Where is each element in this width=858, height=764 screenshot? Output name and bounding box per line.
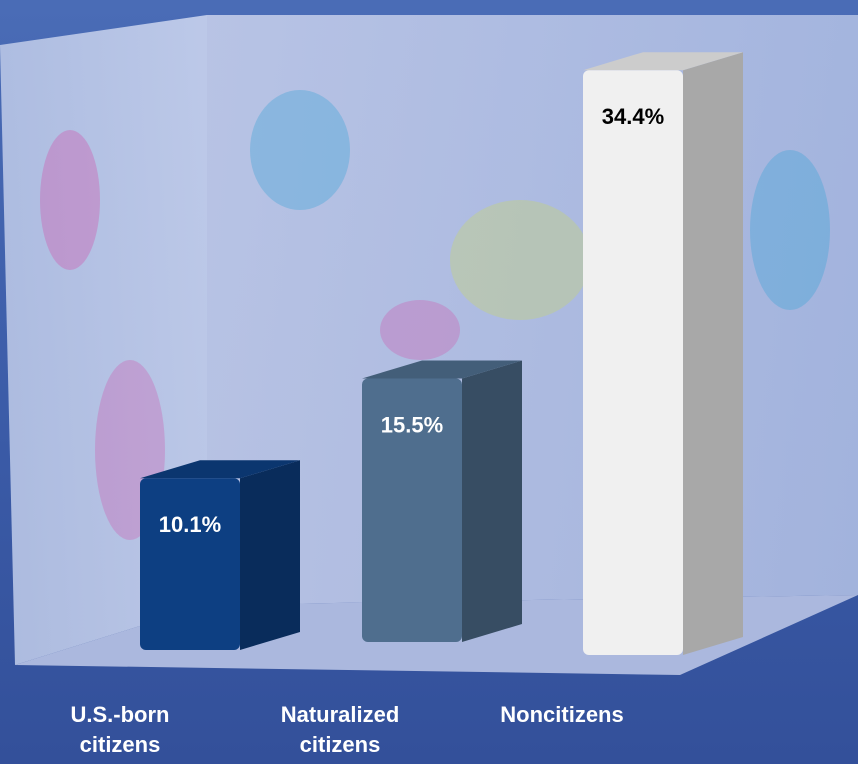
decor bbox=[450, 200, 590, 320]
bar-top bbox=[362, 360, 522, 379]
value-label: 34.4% bbox=[602, 104, 664, 129]
bar bbox=[140, 478, 240, 650]
x-tick-label: Naturalized citizens bbox=[280, 702, 400, 757]
x-tick-label: Noncitizens bbox=[500, 702, 624, 727]
bar-side bbox=[683, 52, 743, 655]
bar bbox=[583, 70, 683, 655]
bar-side bbox=[462, 360, 522, 642]
x-tick-label: U.S.-born citizens bbox=[70, 702, 170, 757]
decor bbox=[380, 300, 460, 360]
decor bbox=[750, 150, 830, 310]
bar-top bbox=[583, 52, 743, 71]
value-label: 15.5% bbox=[381, 412, 443, 437]
value-label: 10.1% bbox=[159, 512, 221, 537]
decor bbox=[250, 90, 350, 210]
decor bbox=[40, 130, 100, 270]
bar-side bbox=[240, 460, 300, 650]
bar bbox=[362, 378, 462, 642]
bar-top bbox=[140, 460, 300, 479]
